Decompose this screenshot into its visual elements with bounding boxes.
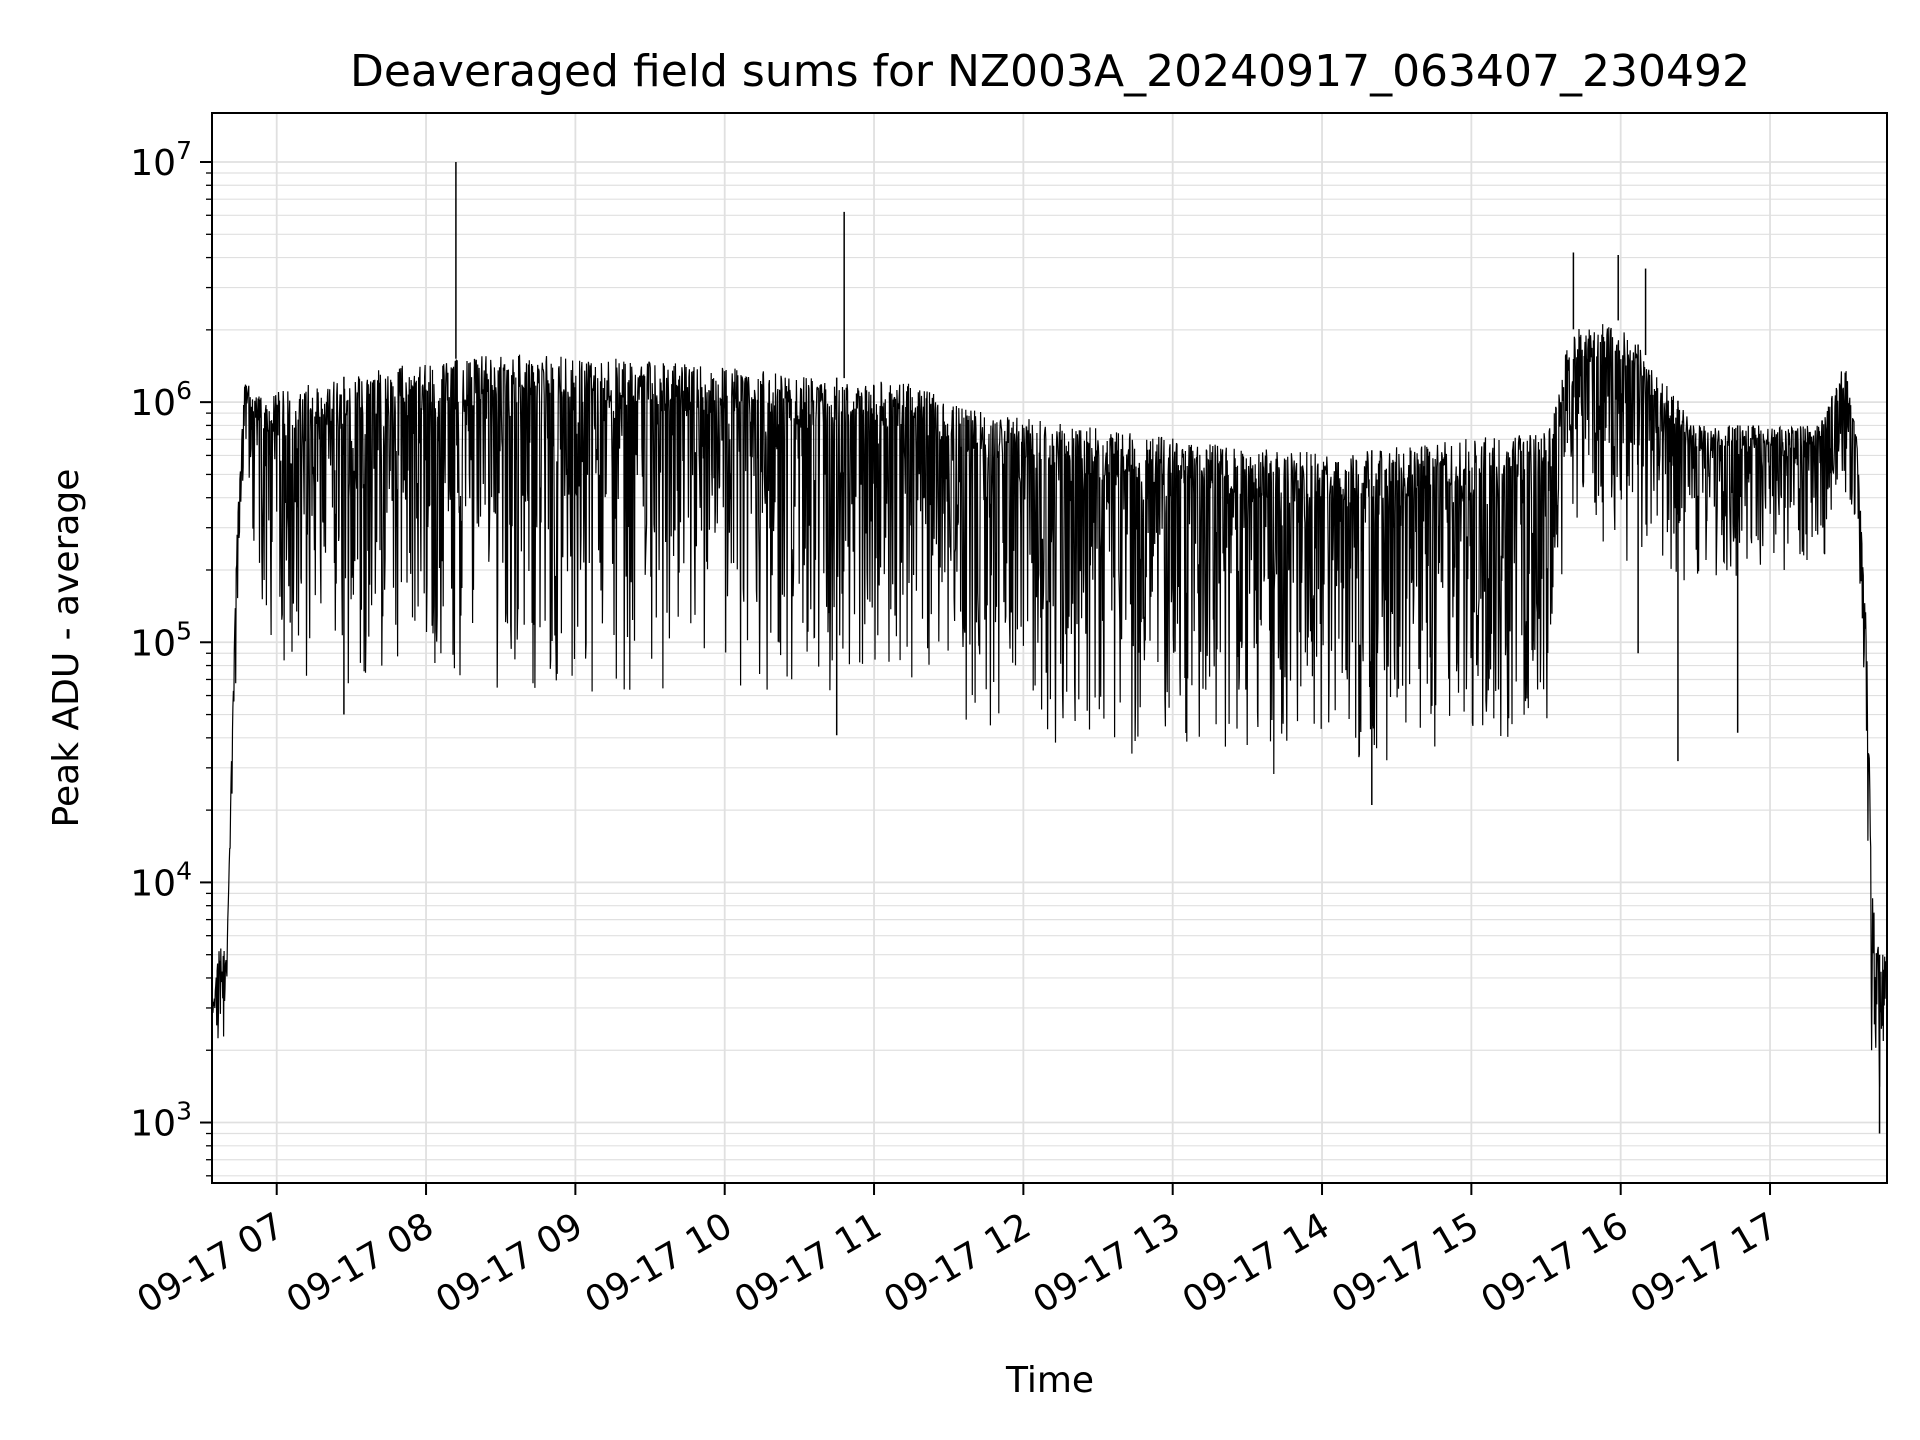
y-axis-label: Peak ADU - average xyxy=(46,469,87,828)
y-tick-label: 104 xyxy=(130,856,192,904)
y-tick-label: 105 xyxy=(130,616,192,664)
y-tick-label: 103 xyxy=(130,1097,192,1145)
y-tick-label: 107 xyxy=(130,136,192,184)
y-tick-label: 106 xyxy=(130,376,192,424)
chart-title: Deaveraged field sums for NZ003A_2024091… xyxy=(350,46,1750,97)
data-series xyxy=(211,162,1888,1134)
plot-frame xyxy=(211,112,1888,1184)
x-axis-label: Time xyxy=(1005,1360,1094,1401)
grid xyxy=(212,113,1887,1183)
series-line xyxy=(211,324,1888,1087)
